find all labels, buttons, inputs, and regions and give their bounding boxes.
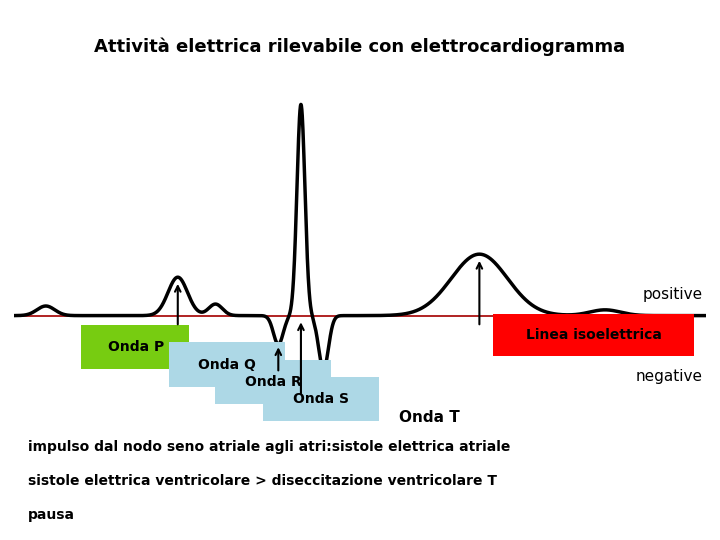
FancyBboxPatch shape — [81, 325, 189, 369]
Text: Onda Q: Onda Q — [198, 357, 256, 372]
Text: negative: negative — [636, 369, 703, 384]
FancyBboxPatch shape — [169, 342, 284, 387]
Text: Onda T: Onda T — [399, 410, 459, 425]
Text: Onda R: Onda R — [245, 375, 302, 389]
FancyBboxPatch shape — [493, 314, 694, 356]
FancyBboxPatch shape — [215, 360, 331, 404]
Text: Linea isoelettrica: Linea isoelettrica — [526, 328, 662, 342]
Text: impulso dal nodo seno atriale agli atri:sistole elettrica atriale: impulso dal nodo seno atriale agli atri:… — [28, 440, 510, 454]
Text: Attività elettrica rilevabile con elettrocardiogramma: Attività elettrica rilevabile con elettr… — [94, 38, 626, 57]
Text: positive: positive — [643, 287, 703, 302]
Text: Onda P: Onda P — [107, 340, 163, 354]
FancyBboxPatch shape — [264, 377, 379, 421]
Text: sistole elettrica ventricolare > diseccitazione ventricolare T: sistole elettrica ventricolare > disecci… — [28, 474, 498, 488]
Text: pausa: pausa — [28, 509, 75, 522]
Text: Onda S: Onda S — [293, 392, 349, 406]
